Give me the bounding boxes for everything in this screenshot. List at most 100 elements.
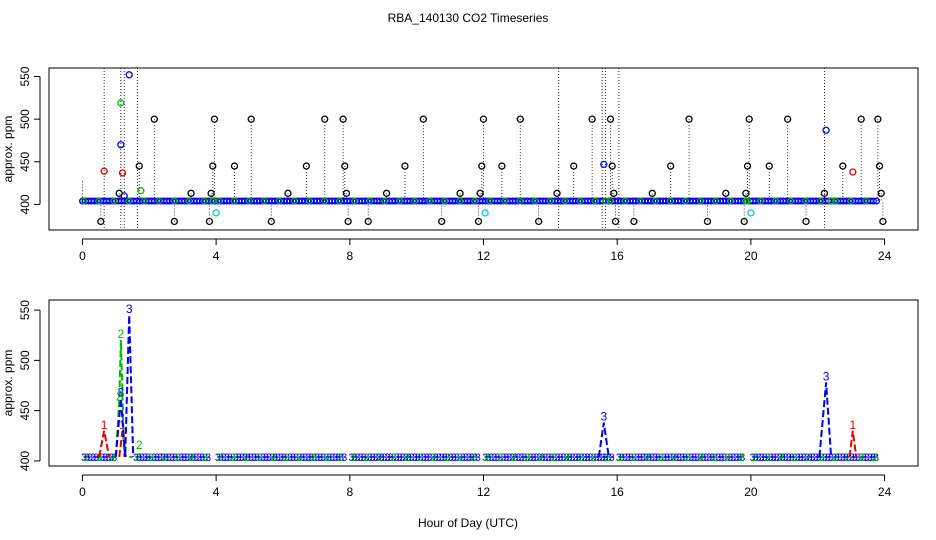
- baseline-label: 3: [403, 452, 409, 464]
- baseline-marker-green: [80, 197, 88, 205]
- baseline-label: 3: [409, 452, 415, 464]
- baseline-label-green: 2: [765, 452, 771, 464]
- baseline-label-green: 2: [297, 452, 303, 464]
- data-point: [117, 141, 125, 149]
- baseline-label: 3: [433, 452, 439, 464]
- baseline-label: 3: [548, 452, 554, 464]
- data-point: [570, 162, 578, 170]
- baseline-label: 3: [406, 452, 412, 464]
- series-label-1: 1: [849, 418, 856, 432]
- data-point: [137, 187, 145, 195]
- data-point: [877, 189, 885, 197]
- baseline-label: 3: [518, 452, 524, 464]
- baseline-marker-green: [291, 197, 298, 205]
- baseline-label-green: 2: [201, 452, 207, 464]
- baseline-label: 3: [524, 452, 530, 464]
- baseline-label: 3: [855, 452, 861, 464]
- baseline-label: 3: [382, 452, 388, 464]
- baseline-label-green: 2: [831, 452, 837, 464]
- x-axis-label: Hour of Day (UTC): [418, 516, 518, 530]
- baseline-label: 3: [685, 452, 691, 464]
- baseline-label: 3: [587, 452, 593, 464]
- data-point: [611, 217, 620, 226]
- baseline-label: 3: [527, 452, 533, 464]
- baseline-label: 3: [151, 452, 157, 464]
- baseline-marker-green: [110, 197, 118, 205]
- baseline-label: 3: [721, 452, 727, 464]
- data-point: [784, 115, 792, 123]
- baseline-label: 3: [849, 452, 855, 464]
- baseline-label: 3: [169, 452, 175, 464]
- baseline-label: 3: [99, 452, 105, 464]
- baseline-label: 3: [163, 452, 169, 464]
- baseline-label: 3: [634, 452, 640, 464]
- baseline-label: 3: [649, 452, 655, 464]
- data-point: [743, 162, 752, 170]
- baseline-label: 3: [178, 452, 184, 464]
- baseline-label: 3: [783, 452, 789, 464]
- baseline-label: 3: [494, 452, 500, 464]
- baseline-marker-green: [185, 197, 193, 205]
- data-point: [118, 169, 127, 177]
- baseline-label-green: 2: [148, 452, 154, 464]
- baseline-label: 3: [616, 452, 622, 464]
- y-tick-label: 450: [18, 151, 32, 171]
- baseline-label: 3: [338, 452, 344, 464]
- data-point: [135, 162, 143, 170]
- data-point: [344, 217, 352, 226]
- baseline-label: 3: [810, 452, 816, 464]
- y-tick-label: 450: [18, 400, 32, 420]
- baseline-label: 3: [287, 452, 293, 464]
- data-point: [606, 115, 615, 123]
- baseline-label: 3: [366, 452, 372, 464]
- baseline-label: 3: [801, 452, 807, 464]
- baseline-marker-green: [667, 197, 674, 205]
- baseline-label: 3: [846, 452, 852, 464]
- baseline-label-green: 2: [83, 452, 89, 464]
- baseline-label: 3: [332, 452, 338, 464]
- baseline-label-green: 2: [350, 452, 356, 464]
- baseline-label: 3: [625, 452, 631, 464]
- baseline-label: 3: [488, 452, 494, 464]
- baseline-label: 3: [551, 452, 557, 464]
- plot-frame: [48, 299, 919, 467]
- baseline-label: 3: [308, 452, 314, 464]
- baseline-marker-green: [456, 197, 464, 205]
- baseline-label: 3: [320, 452, 326, 464]
- baseline-label: 3: [759, 452, 765, 464]
- data-point: [284, 189, 292, 197]
- baseline-marker-green: [847, 197, 855, 205]
- baseline-label: 3: [724, 452, 730, 464]
- baseline-marker-green: [606, 197, 614, 205]
- baseline-marker-green: [381, 197, 388, 205]
- baseline-label: 3: [762, 452, 768, 464]
- baseline-label: 3: [184, 452, 190, 464]
- series-label-2: 2: [118, 327, 125, 341]
- baseline-label: 3: [608, 452, 614, 464]
- baseline-label: 3: [172, 452, 178, 464]
- baseline-marker: [870, 197, 877, 205]
- baseline-label: 3: [727, 452, 733, 464]
- baseline-label: 3: [503, 452, 509, 464]
- baseline-label-green: 2: [337, 452, 343, 464]
- baseline-label: 3: [154, 452, 160, 464]
- data-point: [601, 197, 610, 205]
- baseline-marker-green: [471, 197, 479, 205]
- baseline-label: 3: [795, 452, 801, 464]
- baseline-label: 3: [861, 452, 867, 464]
- baseline-label-green: 2: [671, 452, 677, 464]
- baseline-label: 3: [460, 452, 466, 464]
- series-label-3: 3: [600, 410, 607, 424]
- baseline-label: 3: [652, 452, 658, 464]
- baseline-label: 3: [581, 452, 587, 464]
- data-point: [839, 162, 847, 170]
- data-point: [302, 162, 311, 170]
- baseline-label: 3: [804, 452, 810, 464]
- baseline-label: 3: [293, 452, 299, 464]
- baseline-label: 3: [843, 452, 849, 464]
- baseline-label: 3: [205, 452, 211, 464]
- baseline-label: 3: [554, 452, 560, 464]
- baseline-label: 3: [363, 452, 369, 464]
- baseline-label: 3: [472, 452, 478, 464]
- baseline-label: 3: [351, 452, 357, 464]
